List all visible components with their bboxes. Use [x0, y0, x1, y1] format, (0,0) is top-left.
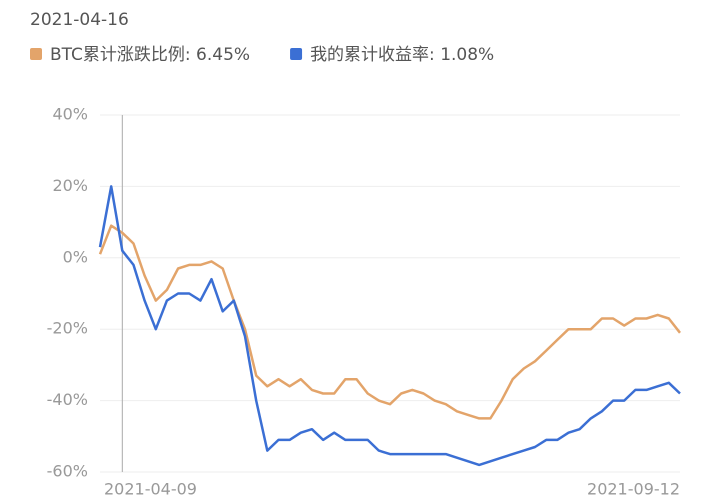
legend-swatch: [290, 48, 303, 60]
y-tick-label: 20%: [52, 176, 88, 195]
legend-swatch: [30, 48, 42, 60]
x-tick-label: 2021-09-12: [587, 480, 680, 498]
cursor-date: 2021-04-16: [30, 10, 129, 30]
x-tick-label: 2021-04-09: [104, 480, 197, 498]
series-line: [98, 224, 681, 420]
y-tick-label: -60%: [47, 462, 88, 481]
y-tick-label: -40%: [47, 390, 88, 409]
y-tick-label: 40%: [52, 105, 88, 124]
legend-label: 我的累计收益率: 1.08%: [310, 45, 494, 65]
legend-label: BTC累计涨跌比例: 6.45%: [50, 45, 250, 65]
y-tick-label: 0%: [63, 247, 88, 266]
y-tick-label: -20%: [47, 319, 88, 338]
series-line: [98, 185, 681, 467]
